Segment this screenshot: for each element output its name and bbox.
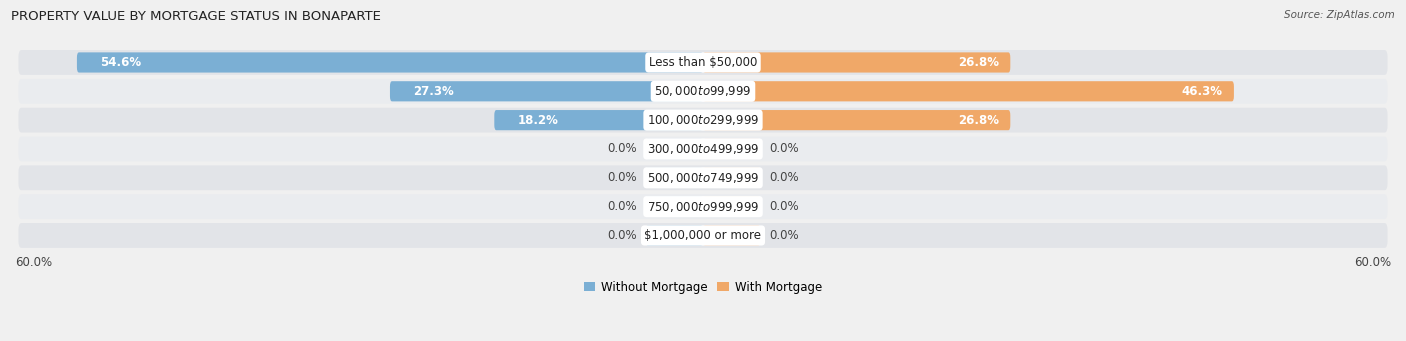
FancyBboxPatch shape: [645, 225, 703, 246]
Text: $750,000 to $999,999: $750,000 to $999,999: [647, 199, 759, 213]
Text: $300,000 to $499,999: $300,000 to $499,999: [647, 142, 759, 156]
FancyBboxPatch shape: [18, 50, 1388, 75]
FancyBboxPatch shape: [389, 81, 703, 101]
FancyBboxPatch shape: [18, 79, 1388, 104]
FancyBboxPatch shape: [703, 139, 761, 159]
FancyBboxPatch shape: [18, 136, 1388, 161]
Text: 0.0%: 0.0%: [607, 171, 637, 184]
FancyBboxPatch shape: [18, 165, 1388, 190]
Text: 0.0%: 0.0%: [769, 171, 799, 184]
Text: 0.0%: 0.0%: [769, 229, 799, 242]
Text: 18.2%: 18.2%: [517, 114, 558, 127]
FancyBboxPatch shape: [703, 225, 761, 246]
Text: Less than $50,000: Less than $50,000: [648, 56, 758, 69]
Text: 0.0%: 0.0%: [607, 143, 637, 155]
Text: 0.0%: 0.0%: [769, 200, 799, 213]
Text: 26.8%: 26.8%: [957, 56, 998, 69]
FancyBboxPatch shape: [703, 168, 761, 188]
FancyBboxPatch shape: [703, 110, 1011, 130]
Text: 54.6%: 54.6%: [100, 56, 141, 69]
Text: 46.3%: 46.3%: [1181, 85, 1222, 98]
FancyBboxPatch shape: [18, 108, 1388, 133]
FancyBboxPatch shape: [18, 223, 1388, 248]
Text: $1,000,000 or more: $1,000,000 or more: [644, 229, 762, 242]
FancyBboxPatch shape: [703, 196, 761, 217]
Text: $500,000 to $749,999: $500,000 to $749,999: [647, 171, 759, 185]
FancyBboxPatch shape: [645, 139, 703, 159]
Text: 0.0%: 0.0%: [607, 200, 637, 213]
Text: $50,000 to $99,999: $50,000 to $99,999: [654, 84, 752, 98]
Text: 60.0%: 60.0%: [1354, 256, 1391, 269]
Text: 60.0%: 60.0%: [15, 256, 52, 269]
Text: Source: ZipAtlas.com: Source: ZipAtlas.com: [1284, 10, 1395, 20]
FancyBboxPatch shape: [703, 53, 1011, 73]
FancyBboxPatch shape: [703, 81, 1234, 101]
FancyBboxPatch shape: [18, 194, 1388, 219]
Text: $100,000 to $299,999: $100,000 to $299,999: [647, 113, 759, 127]
FancyBboxPatch shape: [645, 168, 703, 188]
Text: 27.3%: 27.3%: [413, 85, 454, 98]
FancyBboxPatch shape: [77, 53, 703, 73]
Legend: Without Mortgage, With Mortgage: Without Mortgage, With Mortgage: [579, 276, 827, 298]
FancyBboxPatch shape: [495, 110, 703, 130]
Text: 0.0%: 0.0%: [769, 143, 799, 155]
Text: 26.8%: 26.8%: [957, 114, 998, 127]
FancyBboxPatch shape: [645, 196, 703, 217]
Text: 0.0%: 0.0%: [607, 229, 637, 242]
Text: PROPERTY VALUE BY MORTGAGE STATUS IN BONAPARTE: PROPERTY VALUE BY MORTGAGE STATUS IN BON…: [11, 10, 381, 23]
